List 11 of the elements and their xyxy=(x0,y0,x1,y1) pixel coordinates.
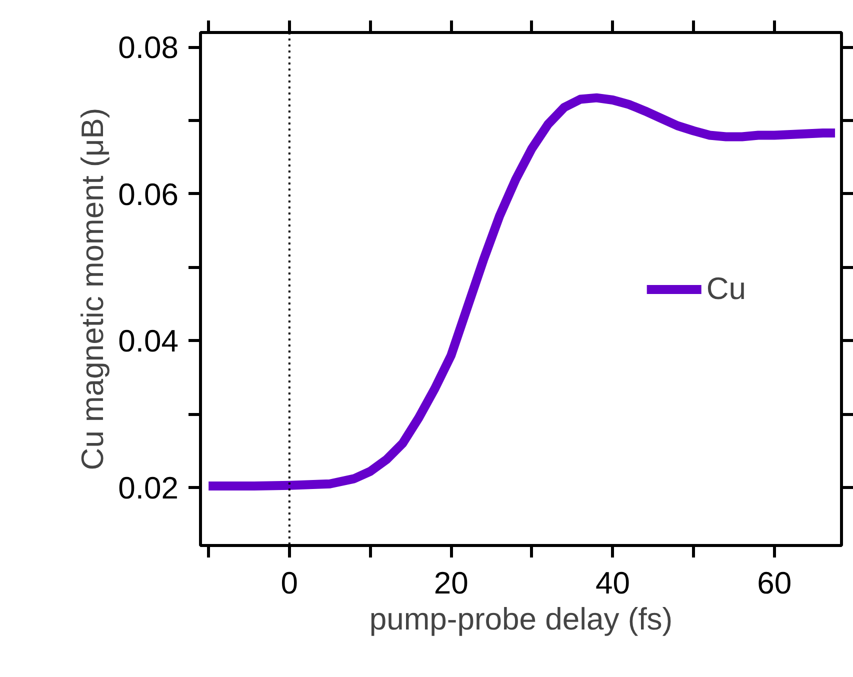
y-tick-label: 0.02 xyxy=(118,470,179,506)
y-tick-label: 0.06 xyxy=(118,176,179,212)
x-tick-label: 60 xyxy=(757,566,792,600)
x-tick-label: 20 xyxy=(434,566,468,600)
legend-label: Cu xyxy=(706,270,746,306)
x-tick-label: 40 xyxy=(596,566,630,600)
y-tick-label: 0.08 xyxy=(118,30,179,66)
x-axis-title: pump-probe delay (fs) xyxy=(369,602,673,636)
x-tick-label: 0 xyxy=(280,566,298,600)
y-axis-title: Cu magnetic moment (μB) xyxy=(75,108,110,470)
y-tick-label: 0.04 xyxy=(118,324,179,359)
